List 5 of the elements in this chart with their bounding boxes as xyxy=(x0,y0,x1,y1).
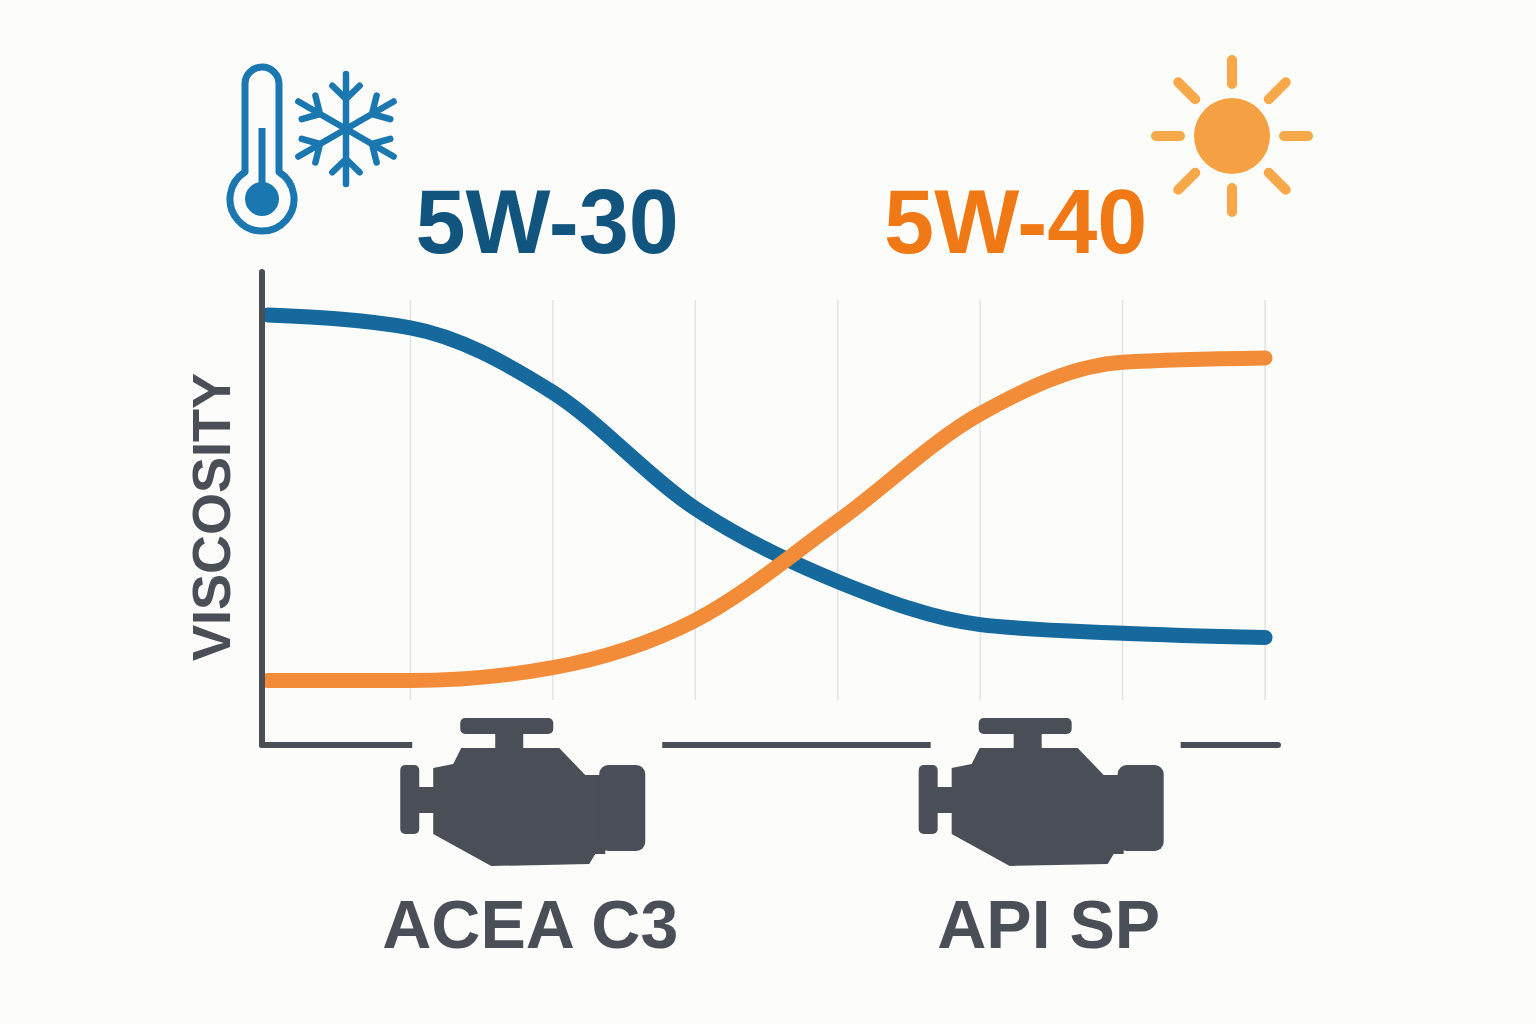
text: ACEA C3 xyxy=(382,886,679,962)
text: API SP xyxy=(937,886,1161,962)
series-label: 5W-30 xyxy=(415,172,679,272)
y-axis-title: VISCOSITY xyxy=(181,372,241,662)
series-label: 5W-40 xyxy=(884,172,1148,272)
